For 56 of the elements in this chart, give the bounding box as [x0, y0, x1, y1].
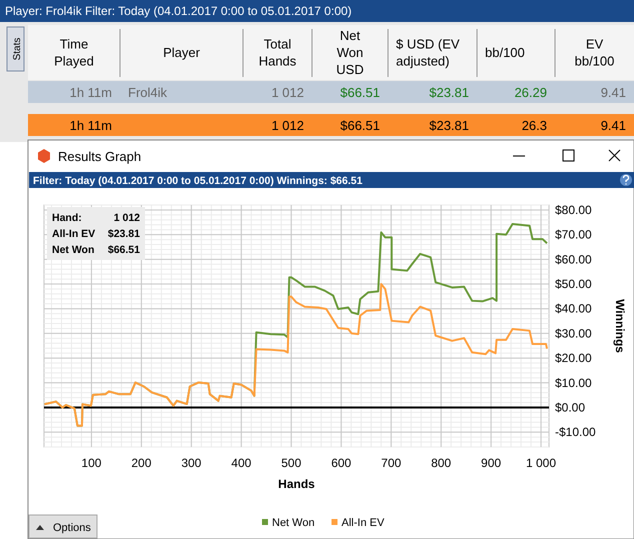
x-tick-label: 500	[281, 456, 302, 470]
text: Options	[53, 522, 92, 534]
text: Time Played	[54, 36, 94, 68]
text: 9.41	[600, 118, 626, 133]
x-tick-label: 1 000	[526, 456, 556, 470]
text: 1h 11m	[70, 85, 112, 100]
x-tick-label: 900	[481, 456, 502, 470]
y-tick-label: $10.00	[555, 376, 592, 390]
x-tick-label: 700	[381, 456, 402, 470]
text: $66.51	[340, 118, 380, 133]
annotation: $23.81	[108, 228, 140, 240]
y-tick-label: $50.00	[555, 277, 592, 292]
text: 26.3	[522, 118, 547, 133]
text: 26.29	[514, 85, 547, 100]
text: $23.81	[429, 85, 469, 100]
text: $23.81	[429, 118, 469, 133]
text: EV bb/100	[574, 36, 614, 68]
annotation: $66.51	[108, 244, 140, 256]
y-tick-label: $20.00	[555, 351, 592, 366]
line-series	[44, 283, 548, 427]
y-tick-label: $0.00	[555, 400, 586, 414]
x-tick-label: 200	[131, 456, 152, 470]
legend-label: All-In EV	[342, 517, 385, 529]
text: $ USD (EV adjusted)	[396, 36, 460, 68]
y-axis-title: Winnings	[613, 299, 627, 354]
text: Frol4ik	[128, 85, 168, 100]
annotation: Net Won	[52, 244, 94, 256]
text: Player: Frol4ik Filter: Today (04.01.2017 0:00 to 05.01.2017 0:00)	[5, 4, 352, 18]
y-tick-label: $30.00	[555, 326, 592, 340]
text: bb/100	[485, 45, 525, 60]
annotation: All-In EV	[52, 228, 96, 240]
y-tick-label: $70.00	[555, 228, 592, 242]
x-axis-title: Hands	[278, 477, 316, 491]
x-tick-label: 800	[431, 456, 452, 470]
text: 1 012	[271, 118, 304, 133]
text: Net Won USD	[336, 28, 364, 77]
annotation: Hand:	[52, 212, 82, 224]
y-tick-label: $80.00	[555, 202, 592, 217]
text: 1h 11m	[70, 118, 112, 133]
y-tick-label: -$10.00	[555, 425, 596, 440]
text: 9.41	[600, 85, 626, 100]
y-tick-label: $60.00	[555, 252, 592, 266]
y-tick-label: $40.00	[555, 302, 592, 316]
x-tick-label: 400	[231, 456, 252, 470]
text: $66.51	[340, 85, 380, 100]
text: Stats	[12, 38, 23, 60]
x-tick-label: 100	[81, 456, 102, 470]
annotation: 1 012	[114, 212, 140, 224]
text: 1 012	[271, 85, 304, 100]
text: Total Hands	[258, 36, 297, 68]
legend-label: Net Won	[272, 517, 315, 529]
text: Player	[163, 45, 201, 60]
x-tick-label: 600	[331, 456, 352, 470]
chart-subtitle: Filter: Today (04.01.2017 0:00 to 05.01.2017 0:00) Winnings: $66.51	[33, 175, 363, 187]
x-tick-label: 300	[181, 456, 202, 470]
chart-title: Results Graph	[58, 149, 142, 164]
